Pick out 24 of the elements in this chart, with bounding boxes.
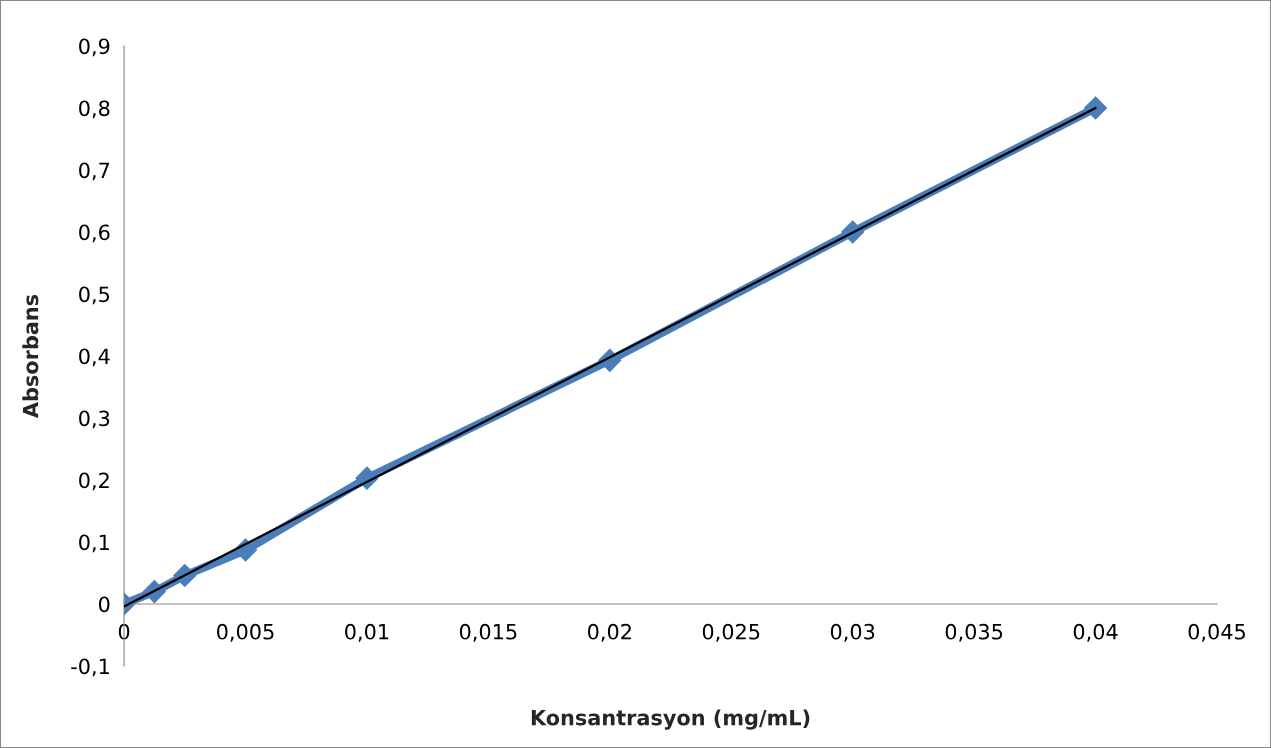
x-axis-title: Konsantrasyon (mg/mL) [531, 709, 810, 730]
x-tick-label: 0,04 [1073, 623, 1118, 642]
y-tick-label: 0,3 [79, 410, 110, 429]
y-tick-label: 0,7 [79, 162, 110, 181]
x-tick-label: 0,02 [587, 623, 631, 642]
x-tick-label: 0,025 [702, 623, 760, 642]
y-axis-title: Absorbans [22, 294, 39, 419]
y-tick-label: 0,5 [79, 286, 110, 305]
y-tick-label: 0,9 [79, 38, 110, 57]
y-tick-label: 0,1 [79, 534, 109, 553]
y-tick-label: 0,8 [79, 100, 110, 119]
y-tick-label: -0,1 [71, 658, 109, 677]
y-tick-label: 0,6 [79, 224, 110, 243]
y-tick-label: 0,4 [79, 348, 110, 367]
x-tick-label: 0,015 [459, 623, 517, 642]
x-tick-label: 0,005 [217, 623, 274, 642]
x-tick-label: 0,01 [345, 623, 389, 642]
y-tick-label: 0,2 [79, 472, 109, 491]
x-tick-label: 0,045 [1188, 623, 1245, 642]
x-tick-label: 0 [118, 623, 130, 640]
x-tick-label: 0,03 [830, 623, 875, 642]
y-tick-label: 0 [98, 596, 110, 613]
x-tick-label: 0,035 [945, 623, 1003, 642]
point [1084, 96, 1108, 120]
